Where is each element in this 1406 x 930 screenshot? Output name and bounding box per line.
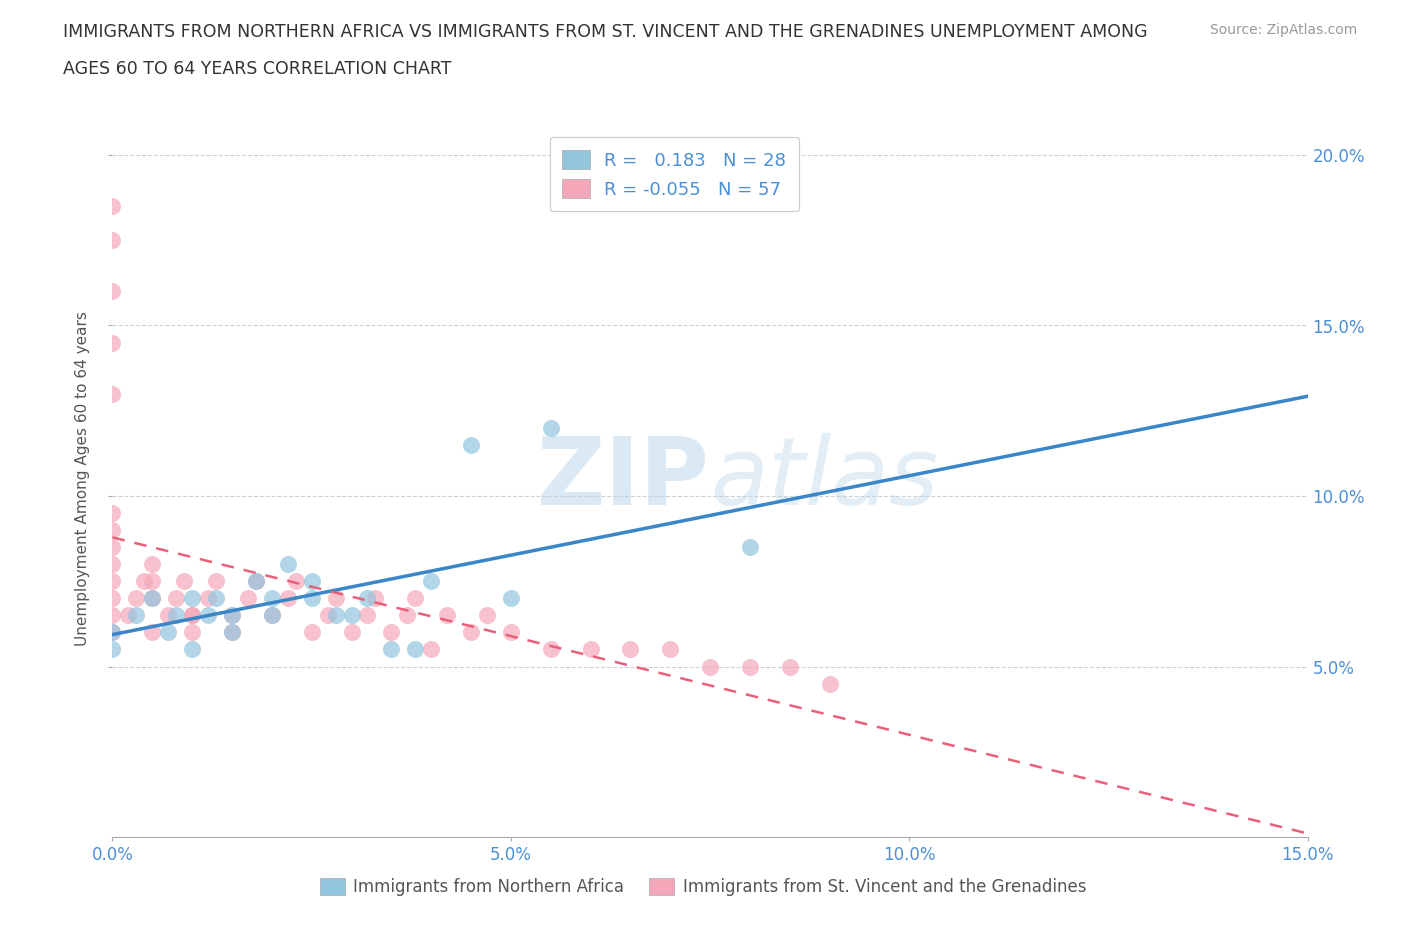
- Point: [301, 574, 323, 589]
- Point: [101, 625, 124, 640]
- Point: [205, 591, 228, 605]
- Point: [101, 386, 124, 401]
- Point: [340, 608, 363, 623]
- Point: [436, 608, 458, 623]
- Point: [818, 676, 841, 691]
- Legend: Immigrants from Northern Africa, Immigrants from St. Vincent and the Grenadines: Immigrants from Northern Africa, Immigra…: [314, 871, 1092, 903]
- Point: [125, 591, 148, 605]
- Point: [404, 591, 426, 605]
- Point: [420, 642, 443, 657]
- Point: [738, 659, 761, 674]
- Point: [141, 557, 163, 572]
- Point: [181, 608, 204, 623]
- Point: [117, 608, 139, 623]
- Point: [356, 608, 378, 623]
- Point: [245, 574, 267, 589]
- Point: [181, 608, 204, 623]
- Point: [236, 591, 259, 605]
- Point: [141, 591, 163, 605]
- Point: [101, 539, 124, 554]
- Point: [540, 642, 562, 657]
- Point: [101, 608, 124, 623]
- Point: [659, 642, 682, 657]
- Point: [277, 591, 299, 605]
- Point: [101, 506, 124, 521]
- Point: [101, 642, 124, 657]
- Point: [221, 608, 243, 623]
- Point: [277, 557, 299, 572]
- Point: [284, 574, 307, 589]
- Point: [260, 608, 283, 623]
- Point: [181, 642, 204, 657]
- Point: [316, 608, 339, 623]
- Point: [260, 608, 283, 623]
- Legend: R =   0.183   N = 28, R = -0.055   N = 57: R = 0.183 N = 28, R = -0.055 N = 57: [550, 137, 799, 211]
- Point: [779, 659, 801, 674]
- Point: [101, 574, 124, 589]
- Point: [157, 625, 180, 640]
- Point: [699, 659, 721, 674]
- Point: [380, 625, 402, 640]
- Point: [101, 335, 124, 350]
- Point: [619, 642, 641, 657]
- Point: [475, 608, 498, 623]
- Point: [499, 591, 522, 605]
- Point: [356, 591, 378, 605]
- Point: [380, 642, 402, 657]
- Point: [101, 523, 124, 538]
- Point: [157, 608, 180, 623]
- Point: [165, 608, 187, 623]
- Point: [221, 625, 243, 640]
- Point: [245, 574, 267, 589]
- Text: Source: ZipAtlas.com: Source: ZipAtlas.com: [1209, 23, 1357, 37]
- Point: [101, 284, 124, 299]
- Point: [738, 539, 761, 554]
- Point: [141, 574, 163, 589]
- Point: [540, 420, 562, 435]
- Point: [301, 591, 323, 605]
- Point: [460, 437, 482, 452]
- Point: [579, 642, 602, 657]
- Point: [197, 608, 219, 623]
- Y-axis label: Unemployment Among Ages 60 to 64 years: Unemployment Among Ages 60 to 64 years: [75, 312, 90, 646]
- Text: atlas: atlas: [710, 433, 938, 525]
- Point: [325, 608, 347, 623]
- Point: [420, 574, 443, 589]
- Point: [460, 625, 482, 640]
- Point: [134, 574, 156, 589]
- Point: [260, 591, 283, 605]
- Point: [325, 591, 347, 605]
- Point: [141, 591, 163, 605]
- Point: [173, 574, 195, 589]
- Point: [125, 608, 148, 623]
- Point: [101, 232, 124, 247]
- Point: [205, 574, 228, 589]
- Point: [101, 591, 124, 605]
- Point: [340, 625, 363, 640]
- Point: [101, 625, 124, 640]
- Text: AGES 60 TO 64 YEARS CORRELATION CHART: AGES 60 TO 64 YEARS CORRELATION CHART: [63, 60, 451, 78]
- Point: [181, 625, 204, 640]
- Point: [181, 591, 204, 605]
- Point: [499, 625, 522, 640]
- Point: [101, 557, 124, 572]
- Point: [301, 625, 323, 640]
- Point: [197, 591, 219, 605]
- Point: [221, 625, 243, 640]
- Point: [364, 591, 387, 605]
- Point: [396, 608, 419, 623]
- Text: ZIP: ZIP: [537, 433, 710, 525]
- Point: [141, 625, 163, 640]
- Point: [404, 642, 426, 657]
- Point: [221, 608, 243, 623]
- Point: [101, 199, 124, 214]
- Point: [165, 591, 187, 605]
- Text: IMMIGRANTS FROM NORTHERN AFRICA VS IMMIGRANTS FROM ST. VINCENT AND THE GRENADINE: IMMIGRANTS FROM NORTHERN AFRICA VS IMMIG…: [63, 23, 1147, 41]
